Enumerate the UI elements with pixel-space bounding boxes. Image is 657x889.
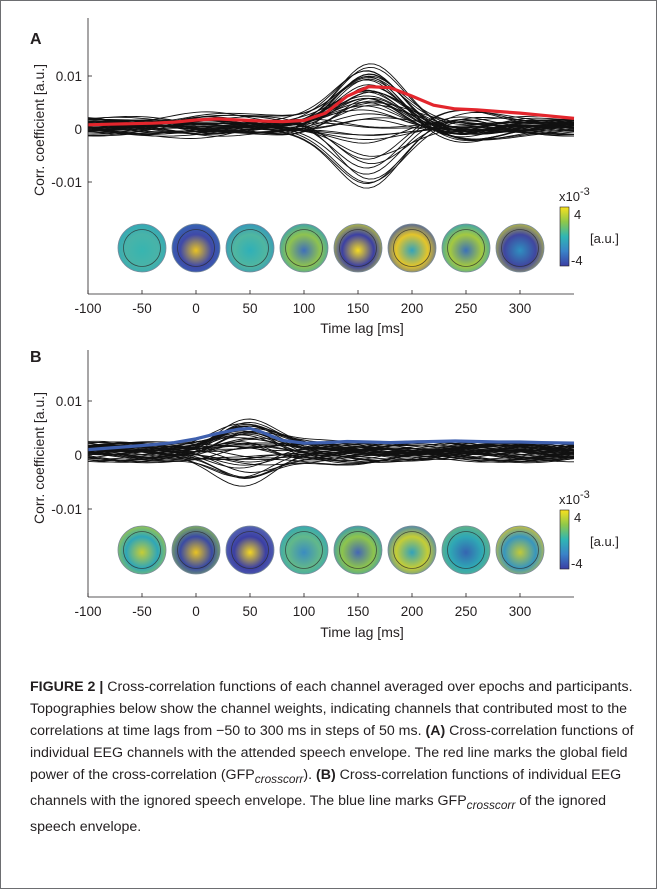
panel-a-colorbar: x10-3 4 [a.u.] -4	[559, 186, 619, 268]
panel-a: A -100 -50 0 50 100 150 200 250 300 0.01 0 -0.01 Co…	[30, 18, 619, 336]
topography-map	[226, 224, 274, 272]
panel-b-ylabel: Corr. coefficient [a.u.]	[31, 392, 47, 524]
topography-map	[172, 224, 220, 272]
panel-b-axes: -100 -50 0 50 100 150 200 250 300 0.01 0 -0.01	[51, 350, 574, 619]
topography-map	[388, 224, 436, 272]
panel-a-colorbar-min: -4	[571, 253, 583, 268]
topography-map	[118, 224, 166, 272]
panel-a-traces	[88, 64, 574, 188]
x-tick-label: 300	[509, 301, 532, 316]
topography-map	[172, 526, 220, 574]
panel-b-colorbar-max: 4	[574, 510, 581, 525]
y-tick-label: -0.01	[51, 175, 82, 190]
caption-sub-2: crosscorr	[467, 798, 516, 812]
panel-a-colorbar-max: 4	[574, 207, 581, 222]
y-tick-label: 0	[74, 122, 82, 137]
x-tick-label: 200	[401, 604, 424, 619]
figure-caption: FIGURE 2 | Cross-correlation functions o…	[30, 676, 640, 838]
x-tick-label: 300	[509, 604, 532, 619]
panel-a-ylabel: Corr. coefficient [a.u.]	[31, 64, 47, 196]
x-tick-label: -100	[74, 604, 101, 619]
panel-a-xlabel: Time lag [ms]	[320, 320, 404, 336]
figure-canvas: A -100 -50 0 50 100 150 200 250 300 0.01 0 -0.01 Co…	[0, 0, 657, 670]
topography-map	[442, 526, 490, 574]
x-tick-label: 50	[242, 301, 257, 316]
panel-a-colorbar-exponent: x10-3	[559, 186, 590, 204]
topography-map	[442, 224, 490, 272]
y-tick-label: -0.01	[51, 502, 82, 517]
y-tick-label: 0.01	[56, 394, 82, 409]
panel-b-xlabel: Time lag [ms]	[320, 624, 404, 640]
x-tick-label: 100	[293, 301, 316, 316]
caption-a-label: (A)	[425, 723, 445, 739]
topography-map	[280, 526, 328, 574]
panel-b-topographies	[118, 526, 544, 574]
panel-b-colorbar-unit: [a.u.]	[590, 534, 619, 549]
topography-map	[388, 526, 436, 574]
panel-a-colorbar-bar	[560, 207, 569, 266]
panel-a-label: A	[30, 31, 42, 48]
topography-map	[334, 224, 382, 272]
x-tick-label: 200	[401, 301, 424, 316]
topography-map	[226, 526, 274, 574]
x-tick-label: 250	[455, 604, 478, 619]
caption-a-end: ).	[303, 767, 316, 783]
topography-map	[280, 224, 328, 272]
caption-sub-1: crosscorr	[255, 772, 304, 786]
panel-a-colorbar-unit: [a.u.]	[590, 231, 619, 246]
panel-b-traces	[88, 419, 574, 486]
topography-map	[334, 526, 382, 574]
x-tick-label: 0	[192, 604, 200, 619]
panel-b-colorbar-min: -4	[571, 556, 583, 571]
panel-b-colorbar-exponent: x10-3	[559, 489, 590, 507]
panel-b-colorbar: x10-3 4 [a.u.] -4	[559, 489, 619, 571]
y-tick-label: 0	[74, 448, 82, 463]
x-tick-label: 150	[347, 604, 370, 619]
x-tick-label: 100	[293, 604, 316, 619]
panel-b-colorbar-bar	[560, 510, 569, 569]
panel-b-label: B	[30, 349, 42, 366]
x-tick-label: -50	[132, 301, 152, 316]
panel-a-topographies	[118, 224, 544, 272]
panel-b: B -100 -50 0 50 100 150 200 250 300 0.01 0 -0.01 Co…	[30, 349, 619, 640]
caption-b-label: (B)	[316, 767, 336, 783]
x-tick-label: 250	[455, 301, 478, 316]
x-tick-label: -100	[74, 301, 101, 316]
x-tick-label: 150	[347, 301, 370, 316]
topography-map	[496, 526, 544, 574]
x-tick-label: -50	[132, 604, 152, 619]
x-tick-label: 0	[192, 301, 200, 316]
panel-a-axes: -100 -50 0 50 100 150 200 250 300 0.01 0 -0.01	[51, 18, 574, 316]
y-tick-label: 0.01	[56, 69, 82, 84]
topography-map	[496, 224, 544, 272]
topography-map	[118, 526, 166, 574]
x-tick-label: 50	[242, 604, 257, 619]
caption-figure-label: FIGURE 2 |	[30, 679, 103, 695]
